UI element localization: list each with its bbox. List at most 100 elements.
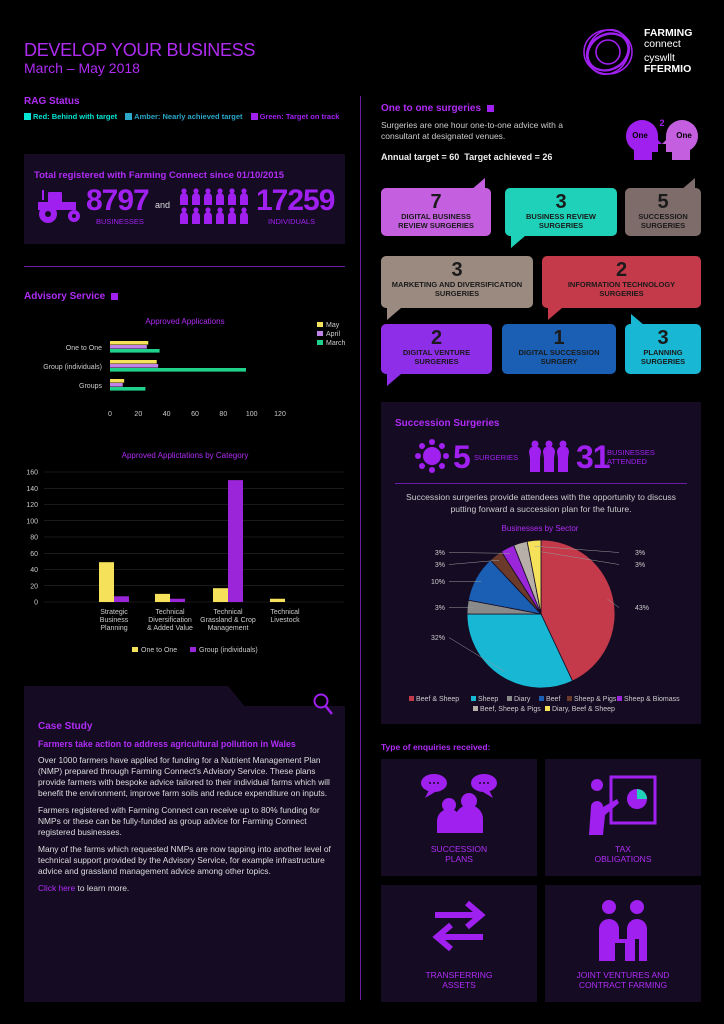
surgery-count: 3 [555,191,567,213]
chart2-tick: 20 [30,583,38,590]
chart1-category-label: Group (individuals) [43,364,102,371]
conversation-icon [421,774,497,833]
surgery-count: 2 [615,259,628,281]
surgery-label: MARKETING AND DIVERSIFICATION SURGERIES [391,280,523,298]
svg-text:2: 2 [659,118,664,128]
surgery-bubble: 2 DIGITAL VENTURE SURGERIES [381,324,492,374]
chart1-legend-swatch [317,322,323,327]
chart2-tick: 140 [26,486,38,493]
chart1-legend-swatch [317,340,323,345]
individuals-label: INDIVIDUALS [268,217,316,226]
succession-surgeries-label: SURGERIES [474,453,519,462]
divider [24,266,345,267]
surgery-count: 2 [430,327,443,349]
page-title: DEVELOP YOUR BUSINESS [24,40,256,60]
rag-amber: Amber: Nearly achieved target [125,112,243,121]
case-study-body: Over 1000 farmers have applied for fundi… [38,755,336,894]
enquiry-label: JOINT VENTURES AND CONTRACT FARMING [576,970,670,990]
bubble-tail [471,178,485,190]
rag-legend: Red: Behind with target Amber: Nearly ac… [24,112,339,121]
surgery-label: PLANNING SURGERIES [640,348,686,366]
surgery-label: DIGITAL VENTURE SURGERIES [402,348,471,366]
pie-legend-label: Sheep [478,696,498,703]
enquiry-transferring-assets: TRANSFERRING ASSETS [381,885,537,1002]
one-to-one-icon: One 2 One [625,118,699,160]
chart1-category-label: One to One [66,345,102,352]
pie-slice [526,539,542,615]
chart2-tick: 120 [26,502,38,509]
pie-legend-swatch [473,706,478,711]
succession-divider [395,483,687,484]
chart1-tick: 40 [163,411,171,418]
farming-connect-logo [583,28,633,76]
people-icon [180,188,248,224]
svg-text:One: One [632,131,648,140]
bubble-tail [387,308,401,320]
chart2-legend-swatch [132,647,138,652]
chart2-legend-label: One to One [141,647,177,654]
individuals-count: 17259 [256,184,335,217]
chart2-legend-swatch [190,647,196,652]
chart2-tick: 100 [26,518,38,525]
tractor-icon [38,190,80,223]
case-panel-notch [228,686,345,706]
pie-legend-label: Diary, Beef & Sheep [552,706,615,713]
chart1-title: Approved Applications [145,317,225,326]
chart2-category-label: Strategic Business Planning [100,609,129,632]
pie-slice [540,539,616,682]
surgery-count: 1 [553,327,565,349]
succession-heading: Succession Surgeries [395,418,500,429]
search-icon[interactable] [312,692,334,716]
chart1-bar [110,345,147,349]
case-para-1: Over 1000 farmers have applied for fundi… [38,755,330,798]
enquiry-label: TRANSFERRING ASSETS [425,970,493,990]
chart1-bar [110,379,125,383]
surgery-count: 3 [657,327,669,349]
surgery-label: INFORMATION TECHNOLOGY SURGERIES [567,280,676,298]
logo-wordmark: FARMING connect cyswllt FFERMIO [644,27,693,75]
succession-surgeries-count: 5 [453,439,471,475]
pie-slice-label: 43% [635,605,649,612]
chart1-tick: 60 [191,411,199,418]
pie-leader-line [534,545,620,553]
surgery-bubble: 3 BUSINESS REVIEW SURGERIES [505,188,617,236]
meeting-table-icon [415,439,449,473]
enquiry-succession-plans: SUCCESSION PLANS [381,759,537,876]
chart2-tick: 40 [30,567,38,574]
chart1-legend-swatch [317,331,323,336]
succession-desc: Succession surgeries provide attendees w… [406,492,676,514]
chart1-legend-label: May [326,322,340,329]
case-study-heading: Case Study [38,721,93,732]
targets: Annual target = 60 Target achieved = 26 [381,152,553,162]
succession-businesses-label: BUSINESSES ATTENDED [607,448,655,466]
click-here-link[interactable]: Click here [38,883,76,893]
enquiry-tax-obligations: TAX OBLIGATIONS [545,759,701,876]
chart1-bar [110,364,159,368]
chart2-bar [270,598,285,602]
chart1-bar [110,349,160,353]
pie-slice-label: 10% [431,579,445,586]
pie-slice-label: 3% [435,605,445,612]
chart2-bar [114,596,129,602]
pie-slice-label: 3% [435,550,445,557]
case-study-subheading: Farmers take action to address agricultu… [38,739,296,749]
chart1-legend-label: April [326,331,340,338]
case-para-2: Farmers registered with Farming Connect … [38,805,320,837]
chart1-bar [110,341,149,345]
surgery-bubble: 7 DIGITAL BUSINESS REVIEW SURGERIES [381,188,491,236]
pie-legend-swatch [507,696,512,701]
chart1-tick: 100 [246,411,258,418]
case-study-panel [24,686,345,1002]
pie-leader-line [448,552,511,554]
chart2-bar [155,593,170,602]
pie-slice-label: 3% [635,562,645,569]
pie-legend-label: Sheep & Biomass [624,696,680,703]
totals-heading: Total registered with Farming Connect si… [34,170,285,181]
page-subtitle: March – May 2018 [24,60,140,76]
surgery-bubble: 2 INFORMATION TECHNOLOGY SURGERIES [542,256,701,308]
pie-leader-line [448,637,505,672]
chart2-tick: 0 [34,600,38,607]
bubble-tail [631,314,645,326]
businesses-label: BUSINESSES [96,217,144,226]
businesses-count: 8797 [86,184,150,217]
